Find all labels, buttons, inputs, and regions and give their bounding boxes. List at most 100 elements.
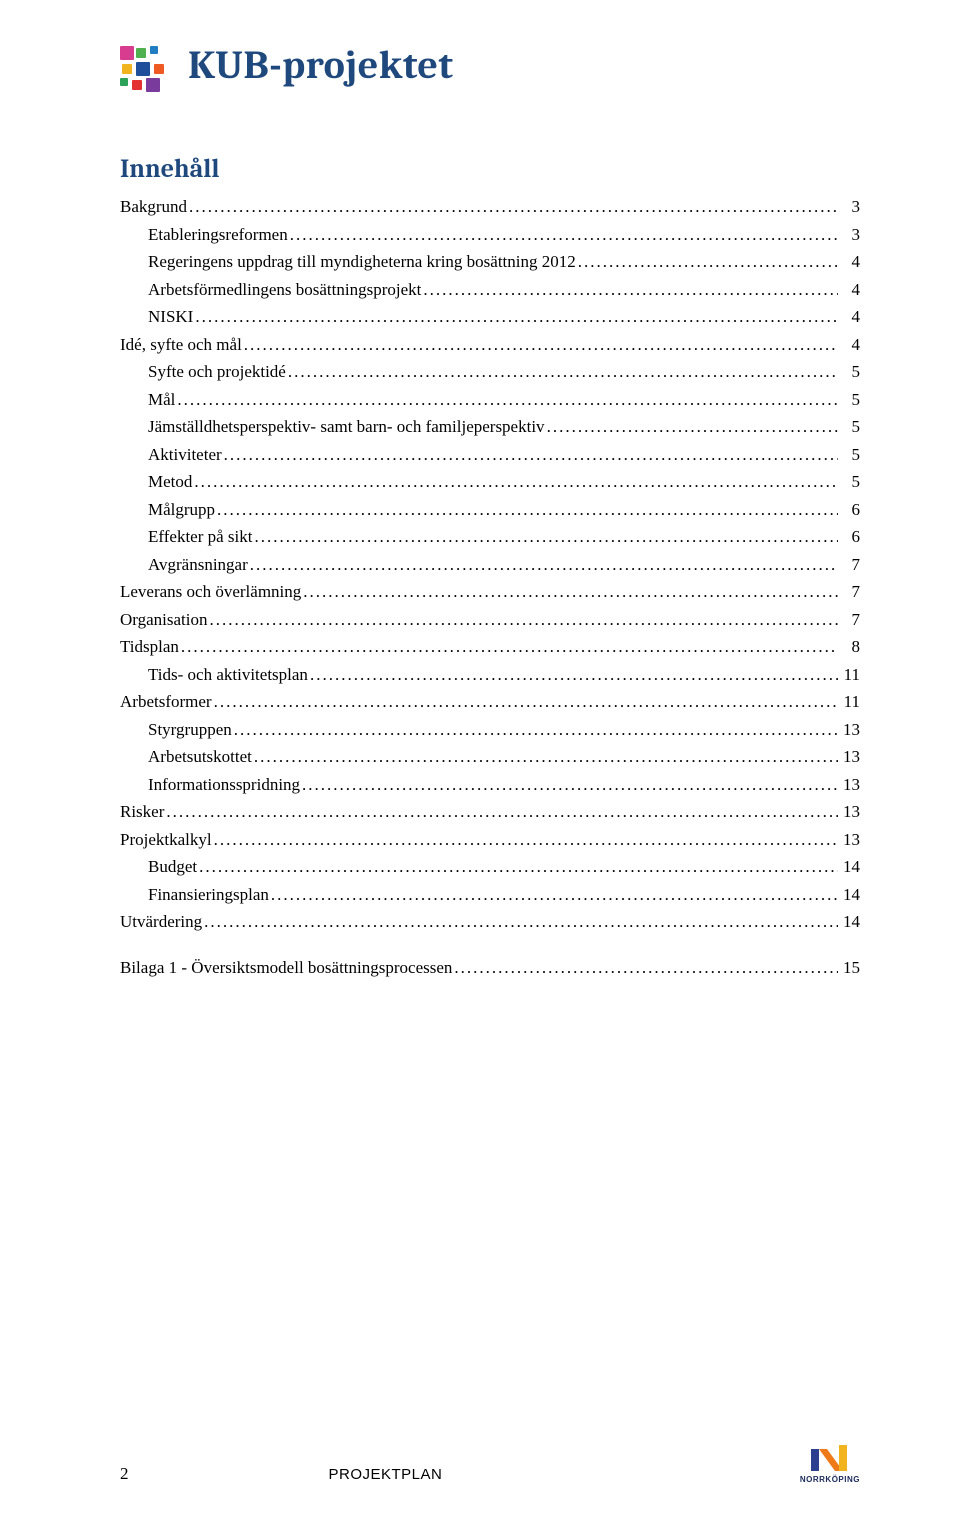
toc-entry-label: Arbetsutskottet (148, 748, 252, 765)
toc-entry-page: 7 (840, 583, 860, 600)
toc-leader (214, 831, 838, 848)
toc-entry: Arbetsförmedlingens bosättningsprojekt 4 (120, 281, 860, 298)
toc-leader (310, 666, 838, 683)
toc-entry: Avgränsningar 7 (120, 556, 860, 573)
toc-entry-page: 5 (840, 473, 860, 490)
toc-entry-label: Tidsplan (120, 638, 179, 655)
toc-entry-label: Styrgruppen (148, 721, 232, 738)
toc-entry-label: Jämställdhetsperspektiv- samt barn- och … (148, 418, 545, 435)
toc-entry-page: 7 (840, 556, 860, 573)
toc-entry: Mål 5 (120, 391, 860, 408)
toc-entry-label: Avgränsningar (148, 556, 248, 573)
toc-leader (244, 336, 838, 353)
toc-entry-label: Effekter på sikt (148, 528, 252, 545)
toc-entry-label: Syfte och projektidé (148, 363, 286, 380)
toc-entry: Leverans och överlämning 7 (120, 583, 860, 600)
toc-entry: Utvärdering 14 (120, 913, 860, 930)
toc-entry: Bakgrund 3 (120, 198, 860, 215)
toc-entry-label: Informationsspridning (148, 776, 300, 793)
toc-leader (195, 308, 838, 325)
toc-leader (224, 446, 838, 463)
toc-entry: Syfte och projektidé 5 (120, 363, 860, 380)
toc-entry: Aktiviteter 5 (120, 446, 860, 463)
toc-entry-page: 4 (840, 253, 860, 270)
toc-leader (199, 858, 838, 875)
toc-entry-label: Arbetsförmedlingens bosättningsprojekt (148, 281, 421, 298)
toc-entry-page: 4 (840, 308, 860, 325)
toc-entry-page: 6 (840, 528, 860, 545)
toc-entry: Projektkalkyl 13 (120, 831, 860, 848)
toc-entry: Informationsspridning 13 (120, 776, 860, 793)
norrkoping-logo: NORRKÖPING (800, 1443, 860, 1484)
toc-entry-page: 3 (840, 226, 860, 243)
footer-label: PROJEKTPLAN (329, 1466, 443, 1483)
toc-leader (189, 198, 838, 215)
page-footer: 2 PROJEKTPLAN NORRKÖPING (120, 1443, 860, 1484)
toc-leader (250, 556, 838, 573)
toc-entry-label: Bilaga 1 - Översiktsmodell bosättningspr… (120, 959, 452, 976)
toc-leader (214, 693, 838, 710)
toc-entry-page: 14 (840, 886, 860, 903)
toc-entry-label: Finansieringsplan (148, 886, 269, 903)
toc-entry-label: Leverans och överlämning (120, 583, 301, 600)
toc-entry: Finansieringsplan 14 (120, 886, 860, 903)
toc-entry: Budget 14 (120, 858, 860, 875)
toc-entry-page: 14 (840, 858, 860, 875)
toc-entry: Regeringens uppdrag till myndigheterna k… (120, 253, 860, 270)
toc-entry-page: 5 (840, 446, 860, 463)
toc-entry-page: 5 (840, 363, 860, 380)
toc-entry-label: Arbetsformer (120, 693, 212, 710)
toc-entry: Arbetsutskottet 13 (120, 748, 860, 765)
toc-entry-page: 13 (840, 721, 860, 738)
toc-entry-label: Utvärdering (120, 913, 202, 930)
kub-logo (120, 46, 174, 100)
toc-entry-label: Målgrupp (148, 501, 215, 518)
toc-leader (454, 959, 838, 976)
toc-leader (194, 473, 838, 490)
toc-leader (271, 886, 838, 903)
toc-entry: NISKI 4 (120, 308, 860, 325)
toc-entry-page: 7 (840, 611, 860, 628)
toc-entry: Idé, syfte och mål 4 (120, 336, 860, 353)
toc-entry: Risker 13 (120, 803, 860, 820)
toc-entry: Målgrupp 6 (120, 501, 860, 518)
toc-entry-label: Bakgrund (120, 198, 187, 215)
toc-entry-page: 3 (840, 198, 860, 215)
toc-entry-label: Idé, syfte och mål (120, 336, 242, 353)
toc-heading: Innehåll (120, 154, 860, 184)
toc-entry: Tidsplan 8 (120, 638, 860, 655)
toc-entry-page: 4 (840, 336, 860, 353)
toc-leader (290, 226, 838, 243)
toc-leader (302, 776, 838, 793)
toc-entry: Metod 5 (120, 473, 860, 490)
toc-entry: Etableringsreformen 3 (120, 226, 860, 243)
toc-entry-label: Budget (148, 858, 197, 875)
toc-entry: Bilaga 1 - Översiktsmodell bosättningspr… (120, 959, 860, 976)
toc-entry-page: 5 (840, 391, 860, 408)
toc-entry-page: 13 (840, 831, 860, 848)
toc-entry-page: 5 (840, 418, 860, 435)
toc-entry-label: Aktiviteter (148, 446, 222, 463)
toc-entry-label: NISKI (148, 308, 193, 325)
toc-entry: Jämställdhetsperspektiv- samt barn- och … (120, 418, 860, 435)
toc-leader (423, 281, 838, 298)
toc-leader (234, 721, 838, 738)
toc-leader (177, 391, 838, 408)
footer-logo-text: NORRKÖPING (800, 1475, 860, 1484)
toc-leader (181, 638, 838, 655)
toc-entry-label: Regeringens uppdrag till myndigheterna k… (148, 253, 576, 270)
toc-entry: Tids- och aktivitetsplan 11 (120, 666, 860, 683)
toc-entry-label: Metod (148, 473, 192, 490)
toc-entry-label: Risker (120, 803, 164, 820)
toc-entry-label: Mål (148, 391, 175, 408)
toc-entry: Arbetsformer 11 (120, 693, 860, 710)
toc-entry-page: 13 (840, 748, 860, 765)
toc-leader (204, 913, 838, 930)
toc-leader (254, 528, 838, 545)
toc-entry-page: 13 (840, 776, 860, 793)
toc-entry-page: 14 (840, 913, 860, 930)
toc-leader (303, 583, 838, 600)
toc-leader (288, 363, 838, 380)
toc-leader (217, 501, 838, 518)
toc-entry-label: Organisation (120, 611, 208, 628)
